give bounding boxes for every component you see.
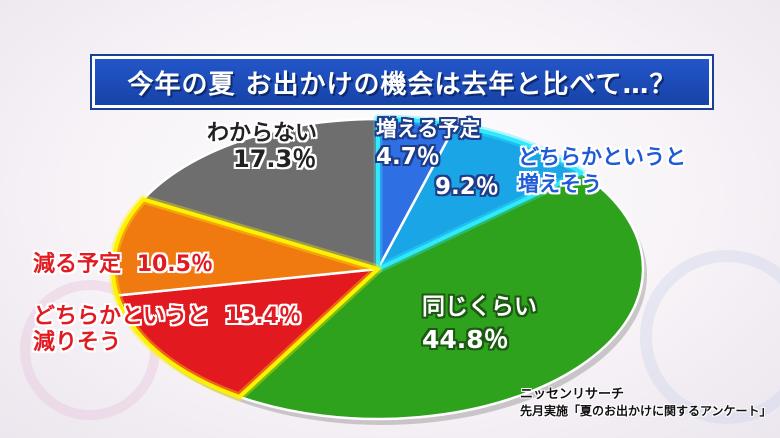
- label-decrease-maybe-value: 13.4％: [224, 304, 301, 329]
- pie-slice-unknown: [142, 117, 380, 271]
- label-decrease-maybe-line1: どちらかというと: [33, 304, 210, 329]
- label-increase-maybe-value: 9.2％: [435, 174, 499, 200]
- source-line-2: 先月実施「夏のお出かけに関するアンケート」: [520, 404, 772, 418]
- label-increase-plan-name: 増える予定: [376, 117, 481, 141]
- label-increase-maybe-value-box: 9.2％: [435, 174, 499, 200]
- highlight-increase-outline: [376, 117, 584, 271]
- chart-title: 今年の夏 お出かけの機会は去年と比べて…？: [127, 69, 677, 100]
- pie-slice-same: [238, 171, 645, 421]
- source-line-1: ニッセンリサーチ: [520, 387, 625, 402]
- label-same-name: 同じくらい: [422, 294, 537, 320]
- label-decrease-plan-name: 減る予定: [33, 252, 122, 277]
- chart-title-banner: 今年の夏 お出かけの機会は去年と比べて…？: [92, 56, 712, 108]
- label-increase-plan-value: 4.7％: [376, 144, 440, 171]
- label-same: 同じくらい 44.8％: [422, 294, 537, 355]
- label-unknown-value: 17.3％: [233, 145, 317, 174]
- label-same-value: 44.8％: [422, 325, 509, 355]
- label-increase-maybe-line2: 増えそう: [518, 172, 602, 197]
- highlight-decrease-outline: [111, 197, 380, 399]
- label-decrease-plan: 減る予定 10.5％: [33, 252, 213, 277]
- label-decrease-maybe: どちらかというと 13.4％ 減りそう: [33, 304, 301, 356]
- label-unknown-name: わからない: [207, 121, 318, 146]
- label-increase-maybe: どちらかというと 増えそう: [518, 145, 686, 197]
- label-increase-maybe-line1: どちらかというと: [518, 145, 686, 169]
- label-decrease-plan-value: 10.5％: [136, 252, 213, 277]
- label-unknown: わからない 17.3％: [207, 121, 318, 174]
- label-decrease-maybe-line2: 減りそう: [33, 330, 122, 356]
- label-increase-plan: 増える予定 4.7％: [376, 117, 481, 171]
